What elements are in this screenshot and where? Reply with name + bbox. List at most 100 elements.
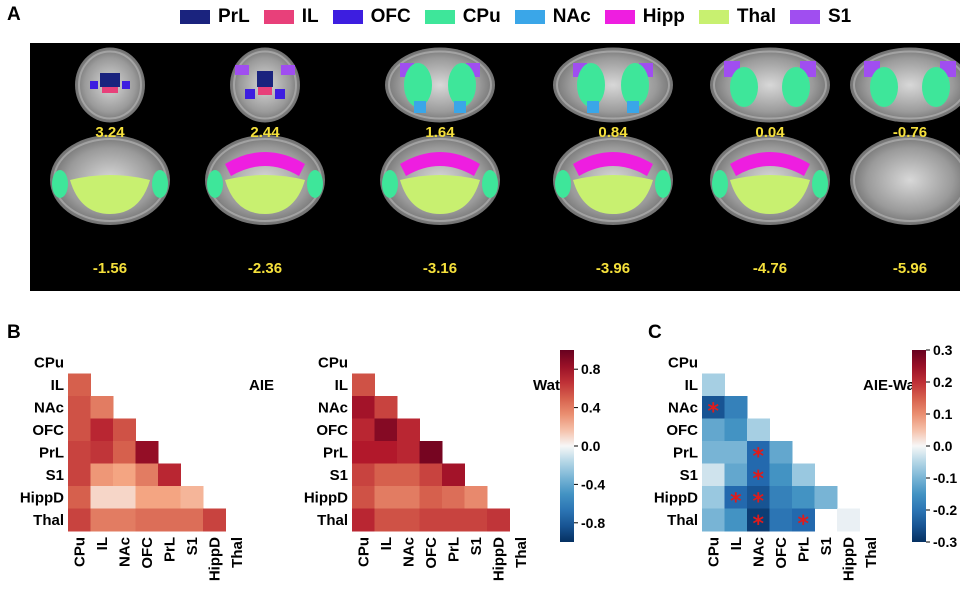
legend-swatch: [514, 10, 545, 24]
col-label: NAc: [116, 537, 133, 567]
significance-marker: *: [752, 512, 764, 537]
brain-slice-1-5: [850, 47, 960, 123]
col-label: Thal: [229, 537, 246, 568]
heatmap-cell: [352, 418, 375, 442]
heatmap-cell: [702, 508, 725, 532]
heatmap-cell: [419, 463, 443, 487]
row-label: IL: [335, 377, 348, 394]
colorbar-tick: 0.3: [933, 342, 953, 358]
row-label: HippD: [20, 489, 64, 506]
heatmap-cell: [180, 486, 204, 509]
significance-marker: *: [707, 399, 719, 424]
col-label: S1: [184, 537, 201, 555]
heatmap-cell: [113, 463, 136, 487]
colorbar-tick: 0.0: [933, 438, 953, 454]
row-label: PrL: [323, 444, 348, 461]
row-label: OFC: [666, 422, 698, 439]
heatmap-cell: [68, 396, 91, 419]
legend-swatch: [332, 10, 363, 24]
col-label: HippD: [206, 537, 223, 581]
heatmap-cell: [374, 508, 398, 532]
heatmap-cell: [724, 508, 748, 532]
heatmap-cell: [769, 463, 793, 487]
brain-slice-1-3: [553, 47, 673, 123]
colorbar-tick: 0.4: [581, 400, 601, 416]
slice-coord: -5.96: [893, 260, 927, 277]
heatmap-cell: [464, 486, 488, 509]
row-label: PrL: [39, 444, 64, 461]
heatmap-cell: [374, 441, 398, 464]
heatmap-cell: [792, 486, 815, 509]
heatmap-cell: [352, 463, 375, 487]
legend-label: Thal: [736, 6, 776, 27]
col-label: S1: [468, 537, 485, 555]
heatmap-aie-wat: CPu IL NAc OFC PrL S1 HippD Thal CPu IL NAc OFC PrL S…: [654, 354, 920, 581]
col-label: PrL: [795, 537, 812, 562]
row-label: CPu: [318, 354, 348, 371]
legend-item-il: IL: [263, 6, 319, 28]
heatmap-cell: [702, 463, 725, 487]
heatmap-cell: [397, 486, 420, 509]
heatmap-cell: [203, 508, 226, 532]
heatmap-cell: [792, 508, 815, 532]
heatmap-cell: [837, 508, 860, 532]
col-label: HippD: [490, 537, 507, 581]
heatmap-cell: [442, 508, 465, 532]
significance-marker: *: [752, 467, 764, 492]
heatmap-cell: [352, 373, 375, 397]
heatmap-cell: [68, 373, 91, 397]
colorbar-tick: 0.2: [933, 374, 953, 390]
brain-slice-2-2: [380, 135, 500, 225]
colorbar-tick: 0.1: [933, 406, 953, 422]
row-label: HippD: [304, 489, 348, 506]
heatmap-cell: [397, 441, 420, 464]
heatmap-cell: [702, 396, 725, 419]
row-label: S1: [680, 467, 698, 484]
legend-item-prl: PrL: [180, 6, 250, 28]
heatmap-cell: [724, 396, 748, 419]
heatmap-cell: [792, 463, 815, 487]
col-label: Thal: [513, 537, 530, 568]
heatmap-cell: [464, 508, 488, 532]
col-label: Thal: [863, 537, 880, 568]
heatmap-cell: [113, 418, 136, 442]
col-label: OFC: [423, 537, 440, 569]
heatmap-cell: [747, 508, 770, 532]
row-label: NAc: [668, 399, 698, 416]
heatmap-cell: [158, 508, 181, 532]
row-label: Thal: [33, 512, 64, 529]
heatmap-cell: [90, 441, 114, 464]
significance-marker: *: [797, 512, 809, 537]
heatmap-cell: [724, 418, 748, 442]
colorbar-tick: 0.0: [581, 438, 601, 454]
legend-item-ofc: OFC: [332, 6, 411, 28]
brain-slice-1-2: [385, 47, 495, 123]
heatmap-cell: [487, 508, 510, 532]
heatmap-cell: [702, 373, 725, 397]
heatmap-cell: [90, 396, 114, 419]
heatmap-cell: [68, 418, 91, 442]
heatmap-cell: [374, 418, 398, 442]
heatmap-cell: [702, 441, 725, 464]
heatmap-cell: [724, 486, 748, 509]
heatmap-cell: [113, 508, 136, 532]
slice-coord: 3.24: [95, 124, 125, 141]
legend-label: OFC: [370, 6, 411, 27]
brain-slice-2-4: [710, 135, 830, 225]
slice-coord: 0.84: [598, 124, 628, 141]
heatmap-cell: [397, 508, 420, 532]
heatmap-cell: [68, 441, 91, 464]
row-label: Thal: [667, 512, 698, 529]
heatmap-cell: [442, 486, 465, 509]
slice-coord: -3.96: [596, 260, 630, 277]
row-label: S1: [46, 467, 64, 484]
heatmap-cell: [724, 463, 748, 487]
heatmap-cell: [374, 463, 398, 487]
row-label: NAc: [318, 399, 348, 416]
legend-item-cpu: CPu: [424, 6, 501, 28]
heatmap-cell: [374, 396, 398, 419]
heatmap-cell: [90, 486, 114, 509]
brain-slice-2-3: [553, 135, 673, 225]
heatmap-title: Wat: [533, 377, 560, 394]
